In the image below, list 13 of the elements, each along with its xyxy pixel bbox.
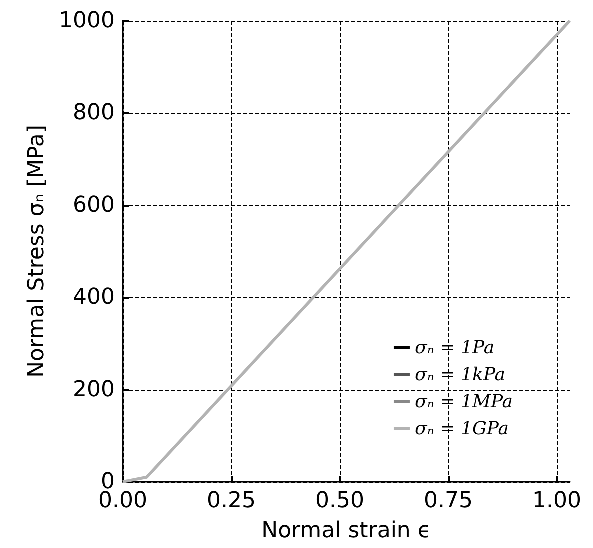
x-tick-label: 1.00	[532, 488, 582, 514]
y-axis-title: Normal Stress σₙ [MPa]	[24, 125, 50, 378]
x-tick-label: 0.25	[207, 488, 256, 514]
y-tick-label: 800	[73, 100, 115, 126]
y-tick-label: 200	[73, 377, 115, 402]
y-tick-label: 600	[73, 192, 115, 218]
x-tick-label: 0.75	[424, 488, 473, 514]
x-axis-title: Normal strain ϵ	[262, 518, 432, 544]
x-tick-label: 0.50	[316, 488, 364, 514]
y-tick-label: 1000	[59, 8, 115, 34]
legend-label: σₙ = 1MPa	[414, 392, 514, 412]
y-tick-label: 400	[73, 285, 115, 310]
legend-label: σₙ = 1Pa	[414, 338, 495, 358]
